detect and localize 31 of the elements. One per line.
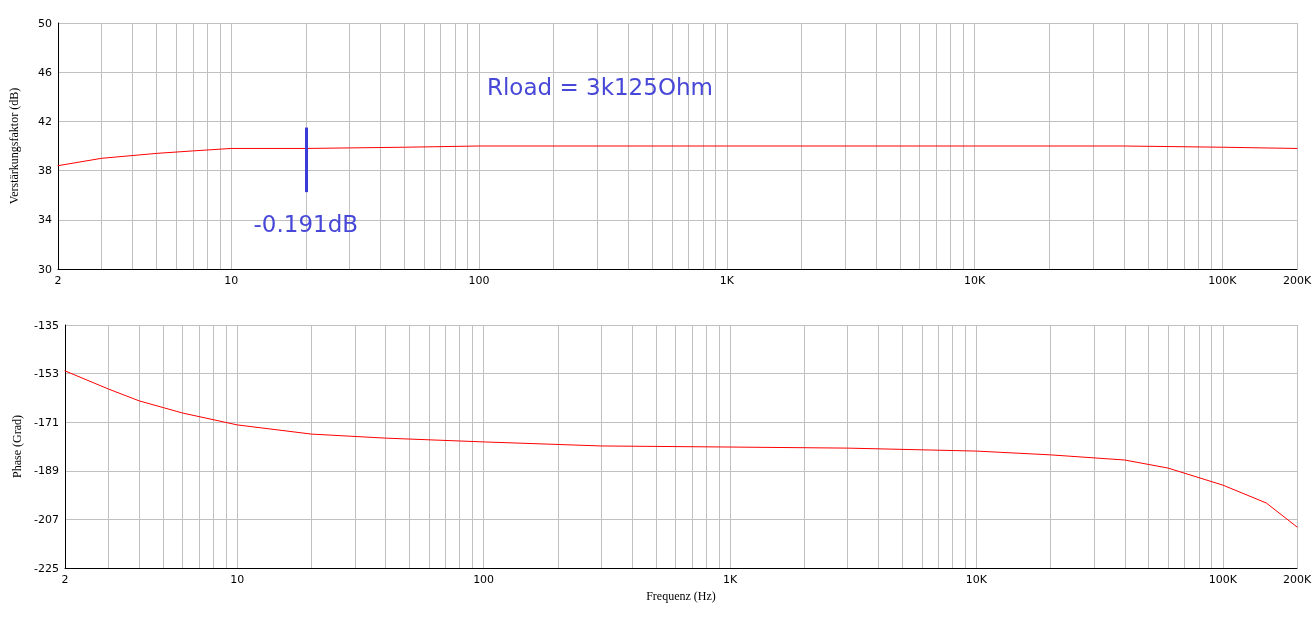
y-tick-label: -135 [34,318,59,332]
y-tick-label: -153 [34,367,59,381]
y-axis-title: Phase (Grad) [10,415,25,478]
y-axis-title: Verstärkungsfaktor (dB) [7,87,21,205]
x-tick-label: 100 [468,274,490,287]
annotation: -0.191dB [253,211,359,238]
x-tick-label: 1K [722,573,738,586]
annotation: Rload = 3k125Ohm [487,73,713,100]
x-tick-label: 10K [965,573,988,586]
y-tick-label: 50 [38,16,52,30]
y-tick-label: 34 [38,213,52,227]
x-tick-label: 100 [473,573,495,586]
x-tick-label: 100K [1208,573,1238,586]
y-tick-label: -207 [34,512,59,526]
y-tick-label: -171 [34,415,59,429]
x-tick-label: 200K [1282,573,1312,586]
x-tick-label: 10 [224,274,239,287]
y-tick-label: 46 [38,65,52,79]
x-tick-label: 10K [964,274,986,287]
x-tick-label: 100K [1208,274,1238,287]
x-axis-title: Frequenz (Hz) [646,588,716,603]
x-tick-label: 2 [61,573,69,586]
y-tick-label: 38 [38,164,52,178]
y-tick-label: -225 [34,561,59,575]
x-tick-label: 200K [1282,274,1312,287]
x-tick-label: 2 [54,274,62,287]
x-tick-label: 1K [719,274,735,287]
y-tick-label: 30 [38,262,52,276]
y-tick-label: 42 [38,114,52,128]
y-tick-label: -189 [34,464,59,478]
x-tick-label: 10 [230,573,245,586]
